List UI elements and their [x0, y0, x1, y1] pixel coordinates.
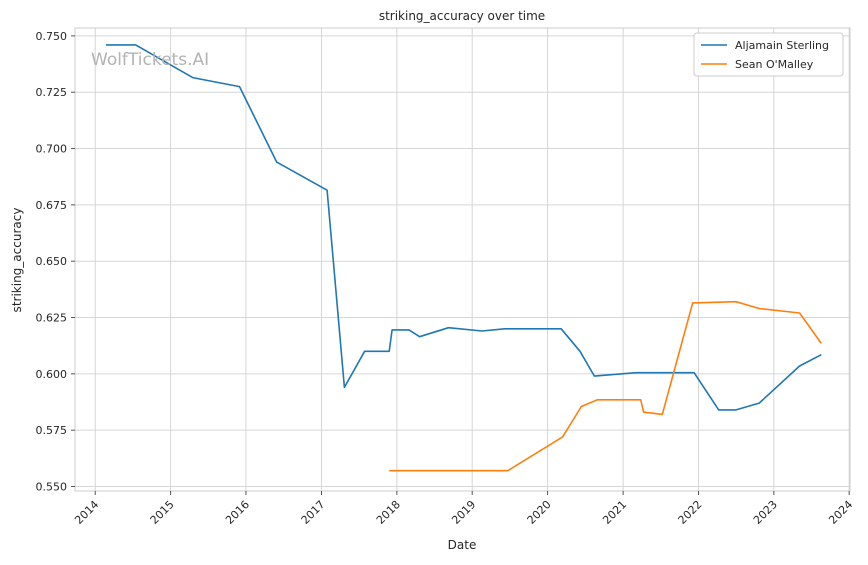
y-tick-label-0.550: 0.550 [36, 480, 68, 493]
chart-title: striking_accuracy over time [379, 9, 545, 23]
legend-label-aljamain-sterling: Aljamain Sterling [735, 39, 829, 52]
plot-frame [74, 27, 851, 492]
y-axis-ticks: 0.550 0.575 0.600 0.625 0.650 0.675 0.700 0.725… [36, 30, 75, 493]
legend: Aljamain Sterling Sean O'Malley [693, 32, 844, 77]
legend-box [693, 32, 844, 77]
series-line-sean-o-malley [389, 300, 822, 472]
y-tick-label-0.700: 0.700 [36, 143, 68, 156]
series-line-aljamain-sterling [106, 44, 822, 411]
y-tick-label-0.750: 0.750 [36, 30, 68, 43]
watermark-text: WolfTickets.AI [91, 50, 209, 70]
y-axis-label: striking_accuracy [10, 208, 24, 313]
y-tick-label-0.650: 0.650 [36, 255, 68, 268]
y-tick-label-0.675: 0.675 [36, 199, 68, 212]
y-tick-label-0.725: 0.725 [36, 86, 68, 99]
series-layer [106, 44, 822, 472]
y-tick-label-0.625: 0.625 [36, 312, 68, 325]
y-tick-label-0.575: 0.575 [36, 424, 68, 437]
legend-label-sean-omalley: Sean O'Malley [735, 58, 814, 71]
x-axis-label: Date [448, 538, 477, 552]
y-tick-label-0.600: 0.600 [36, 368, 68, 381]
plot-area [75, 28, 850, 491]
